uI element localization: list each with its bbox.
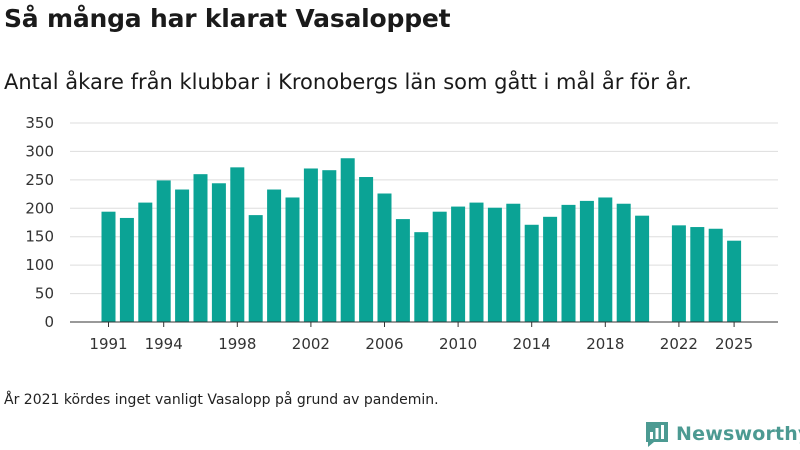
y-tick-label-100: 100 (25, 256, 54, 274)
x-tick-label-1994: 1994 (145, 335, 183, 353)
y-tick-label-50: 50 (35, 285, 54, 303)
bar-2013 (506, 203, 521, 322)
bar-2003 (322, 170, 337, 322)
y-tick-label-250: 250 (25, 171, 54, 189)
newsworthy-logo[interactable]: Newsworthy (644, 420, 800, 448)
bar-2009 (432, 211, 447, 322)
bar-1995 (175, 189, 190, 322)
bar-2024 (708, 228, 723, 322)
x-tick-label-2006: 2006 (365, 335, 403, 353)
footnote: År 2021 kördes inget vanligt Vasalopp på… (4, 392, 439, 408)
bar-2016 (561, 204, 576, 322)
bar-2006 (377, 193, 392, 322)
bar-1996 (193, 174, 208, 322)
bar-2017 (579, 200, 594, 322)
x-tick-label-1991: 1991 (89, 335, 127, 353)
chart-title: Så många har klarat Vasaloppet (4, 4, 451, 33)
bar-chart: 0 50 100 150 200 250 300 350 1991 1994 1998 2002 200… (25, 114, 778, 353)
y-tick-label-0: 0 (44, 313, 54, 331)
bar-2004 (340, 158, 355, 322)
bar-1991 (101, 211, 116, 322)
chart-subtitle: Antal åkare från klubbar i Kronobergs lä… (4, 70, 692, 94)
newsworthy-logo-icon (646, 422, 668, 447)
bar-2015 (543, 216, 558, 322)
x-tick-label-1998: 1998 (218, 335, 256, 353)
bar-1997 (211, 183, 226, 322)
x-tick-label-2002: 2002 (292, 335, 330, 353)
bar-2000 (267, 189, 282, 322)
bar-2002 (303, 168, 318, 322)
bar-2018 (598, 197, 613, 322)
bar-2010 (451, 206, 466, 322)
bar-2014 (524, 224, 539, 322)
bar-2022 (671, 225, 686, 322)
x-tick-label-2022: 2022 (660, 335, 698, 353)
bar-2012 (487, 207, 502, 322)
bar-2025 (727, 240, 742, 322)
x-tick-label-2010: 2010 (439, 335, 477, 353)
bar-2011 (469, 202, 484, 322)
y-tick-label-150: 150 (25, 228, 54, 246)
y-tick-label-350: 350 (25, 114, 54, 132)
bar-1999 (248, 215, 263, 322)
bar-2008 (414, 232, 429, 322)
bar-1993 (138, 202, 153, 322)
x-tick-label-2014: 2014 (513, 335, 551, 353)
x-tick-label-2018: 2018 (586, 335, 624, 353)
bar-1998 (230, 167, 245, 322)
y-tick-label-200: 200 (25, 199, 54, 217)
bar-1994 (156, 180, 171, 322)
bar-2007 (395, 219, 410, 322)
bar-1992 (119, 217, 134, 322)
bar-2020 (635, 215, 650, 322)
y-tick-label-300: 300 (25, 142, 54, 160)
brand-name: Newsworthy (676, 423, 800, 445)
bar-2023 (690, 227, 705, 322)
x-tick-label-2025: 2025 (715, 335, 753, 353)
bar-2019 (616, 203, 631, 322)
bar-2005 (359, 177, 374, 322)
bar-2001 (285, 197, 300, 322)
